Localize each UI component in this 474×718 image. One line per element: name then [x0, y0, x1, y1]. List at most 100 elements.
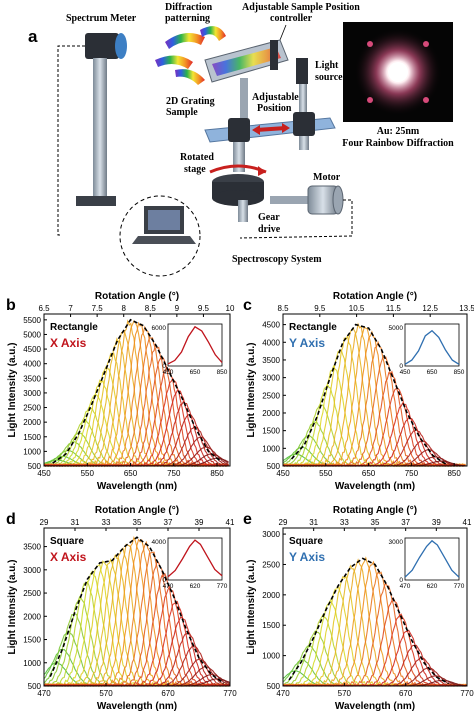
- inset-x-tick-label: 450: [400, 369, 411, 376]
- top-tick-label: 31: [71, 518, 80, 527]
- annotation-axis: Y Axis: [289, 550, 325, 564]
- x-tick-label: 850: [447, 469, 461, 478]
- panel-a-letter: a: [28, 27, 38, 46]
- top-tick-label: 8.5: [145, 304, 157, 313]
- x-axis-label: Wavelength (nm): [335, 481, 415, 492]
- top-axis-label: Rotation Angle (°): [95, 505, 179, 516]
- top-tick-label: 29: [279, 518, 288, 527]
- x-tick-label: 470: [276, 689, 290, 698]
- computer-circle: [119, 195, 201, 277]
- label-adjustable-sample-1: Adjustable Sample Position: [242, 2, 360, 13]
- top-tick-label: 35: [133, 518, 142, 527]
- inset-curve: [167, 325, 223, 365]
- spectrum-curve: [43, 616, 231, 687]
- annotation-shape: Rectangle: [289, 322, 337, 333]
- inset-y-tick-label: 6000: [152, 325, 167, 332]
- top-tick-label: 41: [463, 518, 472, 527]
- top-axis-label: Rotation Angle (°): [95, 291, 179, 302]
- y-axis-label: Light Intensity (a.u.): [246, 343, 257, 438]
- x-tick-label: 570: [338, 689, 352, 698]
- y-tick-label: 4500: [262, 321, 280, 330]
- top-tick-label: 9.5: [314, 304, 326, 313]
- inset-y-tick-label: 3000: [389, 539, 404, 546]
- chart-panel-e: e 470 570 670 770 500 1000 1500 2000 2500 3000 29 31…: [243, 505, 474, 712]
- top-tick-label: 35: [371, 518, 380, 527]
- y-tick-label: 1500: [23, 636, 41, 645]
- label-rotated-2: stage: [184, 164, 206, 175]
- label-grating-1: 2D Grating: [166, 96, 215, 107]
- annotation-shape: Rectangle: [50, 322, 98, 333]
- y-axis-label: Light Intensity (a.u.): [7, 343, 18, 438]
- panel-letter-b: b: [6, 297, 16, 314]
- plot-frame: [43, 313, 231, 467]
- top-tick-label: 39: [195, 518, 204, 527]
- x-axis-label: Wavelength (nm): [97, 701, 177, 712]
- top-axis-label: Rotating Angle (°): [333, 505, 417, 516]
- x-tick-label: 450: [37, 469, 51, 478]
- top-tick-label: 8.5: [277, 304, 289, 313]
- y-tick-label: 2500: [23, 589, 41, 598]
- inset-x-tick-label: 650: [427, 369, 438, 376]
- top-tick-label: 9.5: [198, 304, 210, 313]
- top-tick-label: 11.5: [386, 304, 402, 313]
- y-tick-label: 1000: [262, 652, 280, 661]
- panel-letter-c: c: [243, 297, 252, 314]
- envelope-line: [52, 318, 222, 464]
- cable-motor: [239, 199, 353, 239]
- x-tick-label: 650: [362, 469, 376, 478]
- x-axis-label: Wavelength (nm): [97, 481, 177, 492]
- top-tick-label: 10: [226, 304, 235, 313]
- y-tick-label: 2000: [23, 418, 41, 427]
- y-tick-label: 3000: [23, 389, 41, 398]
- chart-panel-d: d 470 570 670 770 500 1000 1500 2000 2500 3000 3500…: [6, 505, 237, 712]
- label-adjustable-position-1: Adjustable: [252, 92, 299, 103]
- x-tick-label: 650: [124, 469, 138, 478]
- y-tick-label: 1000: [23, 447, 41, 456]
- chart-panel-c: c 450 550 650 750 850 500 1000 1500 2000 2500 3000 3…: [243, 291, 474, 492]
- inset-x-tick-label: 620: [427, 583, 438, 590]
- y-tick-label: 500: [28, 462, 42, 471]
- label-light-source-1: Light: [315, 60, 339, 71]
- label-diffraction-2: patterning: [165, 13, 210, 24]
- y-tick-label: 5000: [23, 330, 41, 339]
- y-tick-label: 2000: [23, 612, 41, 621]
- spectrum-curve: [43, 379, 229, 467]
- label-spectrum-meter: Spectrum Meter: [66, 13, 137, 24]
- cable-meter: [57, 45, 85, 236]
- label-motor: Motor: [313, 172, 341, 183]
- envelope-line: [291, 323, 447, 465]
- spectrum-curve: [282, 404, 466, 467]
- inset-curve: [404, 539, 460, 578]
- y-tick-label: 4000: [23, 360, 41, 369]
- inset-x-tick-label: 450: [163, 369, 174, 376]
- y-tick-label: 3500: [262, 356, 280, 365]
- inset-curve: [404, 329, 460, 365]
- inset-x-tick-label: 850: [454, 369, 465, 376]
- y-tick-label: 3000: [23, 566, 41, 575]
- y-axis-label: Light Intensity (a.u.): [7, 560, 18, 655]
- top-tick-label: 7.5: [92, 304, 104, 313]
- inset-y-tick-label: 4000: [152, 539, 167, 546]
- label-gear-2: drive: [258, 224, 281, 235]
- panel-letter-e: e: [243, 511, 252, 528]
- annotation-shape: Square: [289, 536, 323, 547]
- y-tick-label: 2500: [23, 404, 41, 413]
- inset-curve: [167, 539, 223, 578]
- envelope-line: [288, 557, 449, 685]
- panel-a-setup-diagram: a Spectrum Meter Diffraction patterning …: [28, 2, 454, 277]
- top-tick-label: 6.5: [38, 304, 50, 313]
- y-tick-label: 2500: [262, 391, 280, 400]
- inset-y-tick-label: 0: [399, 577, 403, 584]
- label-grating-2: Sample: [166, 107, 198, 118]
- top-tick-label: 13.5: [459, 304, 474, 313]
- inset-x-tick-label: 470: [400, 583, 411, 590]
- x-tick-label: 770: [223, 689, 237, 698]
- y-tick-label: 1500: [23, 433, 41, 442]
- inset-x-tick-label: 770: [454, 583, 465, 590]
- y-tick-label: 1000: [262, 444, 280, 453]
- x-tick-label: 770: [460, 689, 474, 698]
- x-tick-label: 550: [81, 469, 95, 478]
- motor-icon: [270, 185, 344, 215]
- y-tick-label: 500: [267, 682, 281, 691]
- envelope-line: [49, 536, 225, 684]
